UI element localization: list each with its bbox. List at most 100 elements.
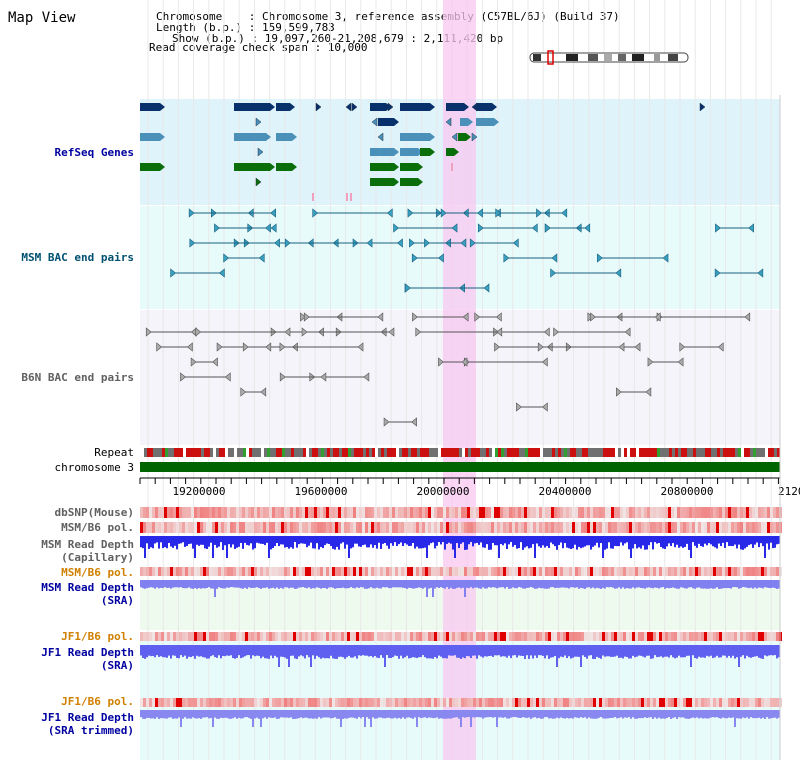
- bac-end: [218, 268, 225, 278]
- bac-end: [265, 342, 272, 352]
- gene-arrow: [418, 178, 423, 186]
- bac-end: [531, 223, 538, 233]
- bac-end: [516, 402, 522, 412]
- gene-marker: [315, 102, 322, 112]
- track-label-msm-depth-capillary[interactable]: MSM Read Depth (Capillary): [41, 538, 134, 564]
- gene-arrow: [160, 133, 165, 141]
- bac-end: [483, 283, 490, 293]
- bac-end: [212, 357, 218, 367]
- bac-end: [477, 208, 483, 218]
- gene-arrow: [430, 148, 435, 156]
- track-label-b6n-bac[interactable]: B6N BAC end pairs: [21, 371, 134, 384]
- bac-end: [300, 312, 306, 322]
- bac-end: [544, 223, 551, 233]
- bac-end: [543, 327, 550, 337]
- bac-end: [757, 268, 764, 278]
- ruler-tick-label: 20400000: [539, 485, 592, 498]
- gene-block: [400, 133, 430, 141]
- label-line-2: (Capillary): [61, 551, 134, 564]
- repeat-track[interactable]: [144, 448, 780, 457]
- bac-end: [156, 342, 163, 352]
- gene-arrow: [464, 103, 469, 111]
- bac-end: [397, 238, 403, 248]
- heat-tracks[interactable]: [140, 507, 782, 707]
- bac-end: [214, 223, 220, 233]
- bac-end: [170, 268, 177, 278]
- gene-marker: [345, 102, 352, 112]
- gene-block: [400, 163, 418, 171]
- bac-end: [240, 387, 247, 397]
- bac-end: [677, 357, 684, 367]
- gene-marker: [699, 102, 706, 112]
- ruler-tick-label: 19600000: [295, 485, 348, 498]
- gene-block: [276, 103, 290, 111]
- bac-end: [411, 417, 417, 427]
- gene-block: [370, 148, 394, 156]
- gene-marker: [255, 117, 262, 127]
- gene-arrow: [394, 163, 399, 171]
- track-label-msm-pol-2[interactable]: MSM/B6 pol.: [61, 566, 134, 579]
- gene-marker: [255, 177, 262, 187]
- bac-end: [393, 223, 400, 233]
- bac-end: [460, 238, 467, 248]
- bac-end: [265, 223, 271, 233]
- msm-bac-features[interactable]: [170, 208, 764, 293]
- track-label-repeat[interactable]: Repeat: [94, 446, 134, 459]
- bac-end: [424, 238, 430, 248]
- gene-arrow: [494, 118, 499, 126]
- track-label-msm-depth-sra[interactable]: MSM Read Depth (SRA): [41, 581, 134, 607]
- track-label-chromosome[interactable]: chromosome 3: [54, 461, 134, 474]
- bac-end: [512, 238, 519, 248]
- label-line-1: MSM Read Depth: [41, 538, 134, 551]
- bac-end: [679, 342, 686, 352]
- bac-end: [662, 253, 669, 263]
- gene-arrow: [266, 133, 271, 141]
- bac-end: [654, 312, 661, 322]
- bac-end: [474, 312, 481, 322]
- b6n-bac-features[interactable]: [145, 312, 751, 427]
- bac-end: [284, 327, 291, 337]
- gene-marker: [377, 132, 384, 142]
- gene-block: [370, 178, 394, 186]
- bac-end: [383, 417, 390, 427]
- gene-arrow: [292, 163, 297, 171]
- gene-block: [140, 103, 160, 111]
- gene-block: [400, 103, 430, 111]
- track-label-msm-pol-1[interactable]: MSM/B6 pol.: [61, 521, 134, 534]
- label-line-2: (SRA): [100, 594, 134, 607]
- bac-end: [409, 238, 415, 248]
- track-label-msm-bac[interactable]: MSM BAC end pairs: [21, 251, 134, 264]
- gene-arrow: [492, 103, 497, 111]
- chromosome-ideogram[interactable]: [529, 50, 689, 65]
- track-label-jf1-depth-trimmed[interactable]: JF1 Read Depth (SRA trimmed): [41, 711, 134, 737]
- gene-arrow: [290, 103, 295, 111]
- bac-end: [270, 208, 276, 218]
- read-depth-tracks[interactable]: [140, 536, 780, 727]
- chromosome-bar[interactable]: [140, 462, 780, 472]
- bac-end: [312, 208, 319, 218]
- bac-end: [748, 223, 754, 233]
- gene-block: [400, 148, 418, 156]
- label-line-1: JF1 Read Depth: [41, 711, 134, 724]
- gene-block: [370, 103, 386, 111]
- bac-end: [274, 238, 280, 248]
- track-label-jf1-pol-2[interactable]: JF1/B6 pol.: [61, 695, 134, 708]
- bac-end: [438, 253, 444, 263]
- bac-end: [270, 223, 277, 233]
- label-line-2: (SRA trimmed): [47, 724, 134, 737]
- bac-end: [195, 327, 202, 337]
- track-label-dbsnp[interactable]: dbSNP(Mouse): [54, 506, 134, 519]
- bac-end: [145, 327, 152, 337]
- gene-block: [446, 103, 464, 111]
- gene-marker: [445, 117, 452, 127]
- bac-end: [462, 312, 469, 322]
- bac-end: [469, 238, 476, 248]
- bac-end: [461, 357, 468, 367]
- track-label-jf1-pol-1[interactable]: JF1/B6 pol.: [61, 630, 134, 643]
- bac-end: [188, 208, 195, 218]
- track-label-refseq[interactable]: RefSeq Genes: [54, 146, 134, 159]
- track-label-jf1-depth-sra[interactable]: JF1 Read Depth (SRA): [41, 646, 134, 672]
- refseq-genes-features[interactable]: [140, 102, 706, 201]
- gene-arrow: [292, 133, 297, 141]
